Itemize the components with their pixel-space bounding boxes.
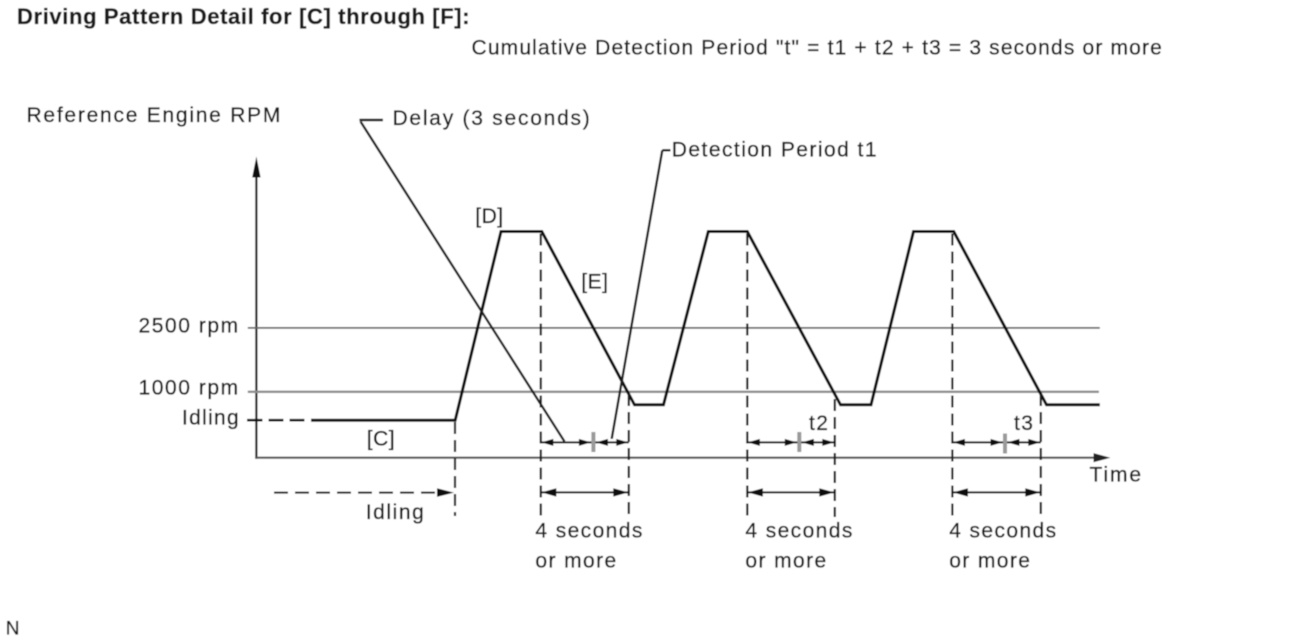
svg-text:[D]: [D]	[475, 205, 503, 228]
svg-text:Idling: Idling	[182, 407, 240, 430]
svg-text:Idling: Idling	[366, 501, 426, 524]
svg-text:t3: t3	[1014, 412, 1034, 435]
svg-text:N: N	[6, 619, 20, 640]
svg-text:4 seconds: 4 seconds	[949, 520, 1057, 543]
svg-text:t2: t2	[809, 412, 829, 435]
svg-text:or more: or more	[535, 549, 617, 572]
svg-text:or more: or more	[745, 549, 827, 572]
svg-text:[C]: [C]	[367, 428, 395, 451]
svg-text:Time: Time	[1090, 463, 1144, 486]
svg-text:Reference Engine RPM: Reference Engine RPM	[27, 104, 283, 127]
svg-text:1000 rpm: 1000 rpm	[139, 377, 240, 400]
svg-text:or more: or more	[949, 549, 1031, 572]
svg-text:2500 rpm: 2500 rpm	[139, 315, 240, 338]
svg-text:4 seconds: 4 seconds	[745, 520, 853, 543]
svg-text:Delay (3 seconds): Delay (3 seconds)	[393, 107, 592, 130]
svg-text:[E]: [E]	[581, 271, 608, 294]
svg-text:Detection Period t1: Detection Period t1	[672, 138, 878, 161]
svg-text:Cumulative Detection Period "t: Cumulative Detection Period "t" = t1 + t…	[472, 36, 1163, 59]
svg-text:Driving Pattern Detail for [C]: Driving Pattern Detail for [C] through […	[17, 4, 470, 29]
svg-text:4 seconds: 4 seconds	[535, 520, 643, 543]
